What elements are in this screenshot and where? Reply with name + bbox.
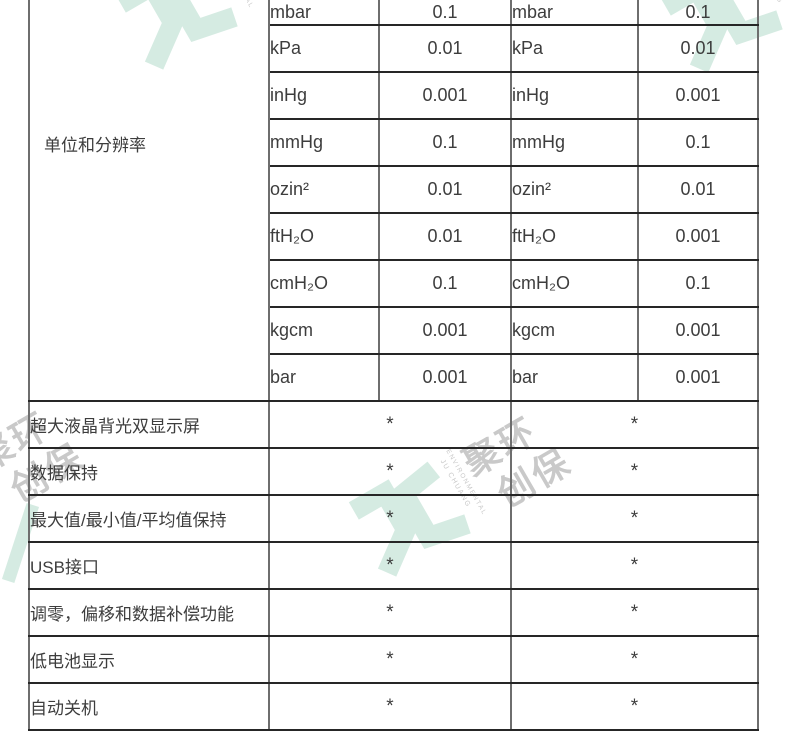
feature-availability-cell: *: [510, 682, 759, 731]
table-row: inHg 0.001 inHg 0.001: [29, 71, 759, 120]
feature-label: 调零，偏移和数据补偿功能: [28, 588, 270, 637]
unit-cell: mmHg: [268, 118, 380, 167]
resolution-cell: 0.1: [637, 118, 759, 167]
feature-availability-cell: *: [268, 541, 512, 590]
table-row: 调零，偏移和数据补偿功能 * *: [28, 588, 759, 637]
resolution-cell: 0.001: [378, 306, 512, 355]
table-row: ozin² 0.01 ozin² 0.01: [29, 165, 759, 214]
resolution-cell: 0.001: [637, 71, 759, 120]
feature-availability-cell: *: [510, 588, 759, 637]
resolution-cell: 0.001: [637, 212, 759, 261]
resolution-cell: 0.1: [378, 118, 512, 167]
unit-cell: kgcm: [510, 306, 639, 355]
feature-availability-cell: *: [510, 400, 759, 449]
unit-cell: ozin²: [510, 165, 639, 214]
feature-availability-cell: *: [268, 682, 512, 731]
table-row: 低电池显示 * *: [28, 635, 759, 684]
unit-cell: bar: [510, 353, 639, 402]
feature-label: 超大液晶背光双显示屏: [28, 400, 270, 449]
feature-availability-cell: *: [510, 494, 759, 543]
feature-label: 最大值/最小值/平均值保持: [28, 494, 270, 543]
unit-cell: inHg: [510, 71, 639, 120]
feature-label: USB接口: [28, 541, 270, 590]
resolution-cell: 0.001: [378, 353, 512, 402]
table-row: 超大液晶背光双显示屏 * *: [28, 400, 759, 449]
resolution-cell: 0.001: [637, 306, 759, 355]
unit-cell: inHg: [268, 71, 380, 120]
resolution-cell: 0.01: [378, 212, 512, 261]
table-row: kgcm 0.001 kgcm 0.001: [29, 306, 759, 355]
unit-cell: kPa: [510, 24, 639, 73]
feature-availability-cell: *: [510, 541, 759, 590]
resolution-cell: 0.01: [378, 24, 512, 73]
resolution-cell: 0.01: [378, 165, 512, 214]
unit-cell: mbar: [510, 0, 639, 26]
unit-cell: ftH₂O: [268, 212, 380, 261]
spec-table-body: 单位和分辨率 mbar 0.1 mbar 0.1 kPa 0.01 kPa 0.01 inHg 0.…: [28, 0, 759, 731]
table-row: ftH₂O 0.01 ftH₂O 0.001: [29, 212, 759, 261]
unit-cell: kgcm: [268, 306, 380, 355]
table-row: 最大值/最小值/平均值保持 * *: [28, 494, 759, 543]
units-resolution-group-cell: 单位和分辨率: [28, 0, 270, 402]
table-row: mmHg 0.1 mmHg 0.1: [29, 118, 759, 167]
feature-label: 自动关机: [28, 682, 270, 731]
unit-cell: mbar: [268, 0, 380, 26]
resolution-cell: 0.1: [378, 259, 512, 308]
resolution-cell: 0.1: [637, 259, 759, 308]
table-row: 自动关机 * *: [28, 682, 759, 731]
unit-cell: bar: [268, 353, 380, 402]
table-row: bar 0.001 bar 0.001: [29, 353, 759, 402]
watermark-en-text-2: ENVIRONMENTAL: [0, 443, 1, 511]
feature-label: 数据保持: [28, 447, 270, 496]
unit-cell: cmH₂O: [268, 259, 380, 308]
unit-cell: ozin²: [268, 165, 380, 214]
table-row: cmH₂O 0.1 cmH₂O 0.1: [29, 259, 759, 308]
resolution-cell: 0.001: [378, 71, 512, 120]
resolution-cell: 0.01: [637, 165, 759, 214]
unit-cell: ftH₂O: [510, 212, 639, 261]
feature-availability-cell: *: [268, 635, 512, 684]
feature-availability-cell: *: [510, 447, 759, 496]
unit-cell: cmH₂O: [510, 259, 639, 308]
feature-availability-cell: *: [268, 447, 512, 496]
units-resolution-group-label: 单位和分辨率: [44, 135, 146, 155]
table-row: 数据保持 * *: [28, 447, 759, 496]
spec-table: 单位和分辨率 mbar 0.1 mbar 0.1 kPa 0.01 kPa 0.01 inHg 0.…: [28, 0, 759, 731]
table-row: USB接口 * *: [28, 541, 759, 590]
resolution-cell: 0.1: [637, 0, 759, 26]
feature-availability-cell: *: [268, 588, 512, 637]
feature-availability-cell: *: [268, 400, 512, 449]
resolution-cell: 0.001: [637, 353, 759, 402]
feature-label: 低电池显示: [28, 635, 270, 684]
feature-availability-cell: *: [268, 494, 512, 543]
feature-availability-cell: *: [510, 635, 759, 684]
table-row: 单位和分辨率 mbar 0.1 mbar 0.1: [28, 0, 759, 402]
watermark-en-text-2: ENVIRONMENTAL: [756, 0, 790, 13]
resolution-cell: 0.01: [637, 24, 759, 73]
unit-cell: mmHg: [510, 118, 639, 167]
resolution-cell: 0.1: [378, 0, 512, 26]
unit-cell: kPa: [268, 24, 380, 73]
